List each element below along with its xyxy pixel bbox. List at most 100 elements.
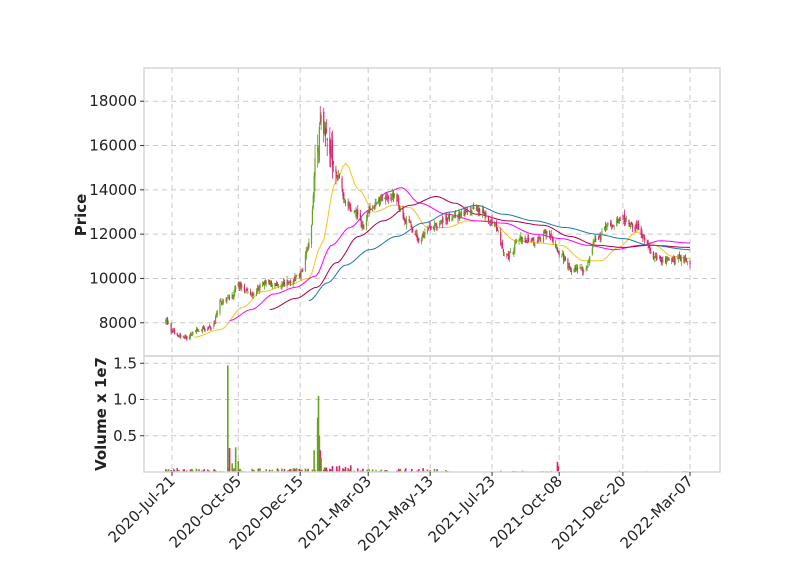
candle-body [588,261,590,263]
candle-body [167,318,169,325]
candle-body [597,238,600,240]
candle-body [335,168,337,173]
candle-body [628,220,630,224]
candle-body [196,328,198,331]
candle-body [372,206,375,208]
candle-body [434,223,436,227]
candle-body [582,266,584,273]
candle-body [385,197,388,198]
volume-bar [307,468,309,472]
volume-bar [436,469,438,472]
volume-bar [190,469,192,472]
candle-body [619,220,621,221]
candle-body [276,283,279,286]
candle-body [531,238,533,242]
candle-body [491,218,493,225]
candle-body [594,237,596,242]
candle-body [190,333,192,336]
candle-body [184,337,186,339]
candle-body [567,259,569,268]
volume-bar [165,469,167,472]
candle-body [640,228,642,235]
volume-bar [356,468,359,472]
candle-body [241,284,243,289]
candle-body [667,258,669,260]
candle-body [286,279,288,286]
candle-body [306,248,308,252]
candle-body [576,268,579,271]
volume-bar [349,470,351,472]
candle-body [227,297,229,299]
candle-body [610,222,612,227]
volume-bar [258,470,261,472]
candle-body [599,234,601,240]
candle-body [580,267,582,269]
candle-body [528,237,530,242]
candle-body [378,199,380,202]
candle-body [551,235,553,240]
candle-body [605,226,607,229]
candle-body [637,224,639,228]
candle-body [207,327,209,331]
candle-body [373,205,375,208]
candle-body [525,241,527,242]
candle-body [209,326,211,328]
candle-body [466,210,468,212]
candle-body [233,293,235,298]
candle-body [679,256,682,261]
candle-body [433,228,435,230]
candle-body [671,257,673,263]
candle-body [255,290,258,295]
candle-body [433,224,436,231]
candle-body [518,240,520,242]
price-tick-label: 10000 [89,269,137,287]
candle-body [325,129,327,133]
candle-body [399,207,402,209]
candle-body [561,255,563,257]
candle-body [396,194,398,202]
candle-body [237,282,239,287]
candle-body [257,287,259,291]
candle-body [398,197,400,206]
candle-body [360,220,362,227]
price-tick-label: 18000 [89,92,137,110]
candle-body [411,225,413,228]
candle-body [329,137,331,154]
candle-body [244,291,246,293]
candle-body [446,217,448,222]
candle-body [234,288,236,293]
candle-body [283,282,286,285]
candle-body [625,219,627,220]
candle-body [235,286,237,290]
candle-body [308,242,310,248]
candle-body [451,219,453,222]
candle-body [603,226,606,230]
candle-body [191,332,193,335]
volume-bar [385,470,388,472]
candle-body [487,216,490,223]
candle-body [630,221,633,225]
candle-body [678,255,680,260]
candle-body [662,260,664,262]
candle-body [405,220,407,224]
candle-body [289,281,292,283]
candle-body [405,220,408,225]
candle-body [183,337,185,339]
candle-body [674,258,676,264]
candle-body [483,211,485,214]
candle-body [393,193,395,197]
volume-bar [206,469,209,472]
candle-body [489,221,491,223]
candle-body [685,257,687,260]
candle-body [362,224,364,227]
candle-body [380,196,382,198]
candle-body [453,215,456,218]
volume-bar [183,469,186,472]
volume-bar [299,469,301,472]
candle-body [539,238,541,240]
candle-body [386,194,388,199]
candle-body [337,174,340,179]
candle-body [424,232,426,235]
candle-body [390,197,392,199]
candle-body [592,241,594,247]
